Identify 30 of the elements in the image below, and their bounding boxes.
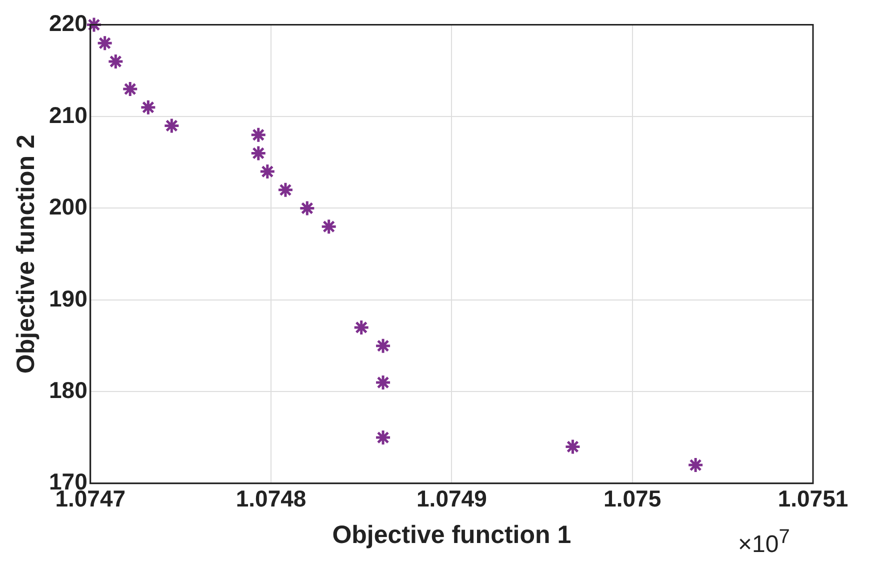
point (298, 200, 316, 216)
y-tick-label: 190 (49, 285, 88, 312)
y-axis-title: Objective function 2 (12, 134, 40, 374)
y-tick-label: 210 (49, 102, 88, 128)
point (250, 144, 267, 162)
y-tick-label: 180 (49, 377, 88, 404)
x-tick-label: 1.075 (604, 486, 662, 512)
y-tick-label: 200 (49, 194, 88, 220)
point (320, 218, 338, 235)
point (163, 117, 180, 134)
x-tick-label: 1.0748 (236, 486, 306, 512)
point (277, 182, 294, 198)
point (687, 456, 704, 474)
point (122, 80, 138, 98)
y-tick-label: 220 (49, 10, 88, 36)
point (107, 53, 124, 70)
point (564, 438, 581, 455)
x-tick-label: 1.0749 (416, 486, 487, 512)
point (86, 16, 102, 34)
point (259, 163, 276, 180)
point (374, 429, 392, 446)
point (374, 374, 392, 391)
point (96, 34, 114, 52)
text: ×10$^{7}$ (738, 526, 790, 559)
point (140, 99, 156, 116)
point (353, 319, 370, 336)
point (250, 126, 267, 144)
x-axis-title: Objective function 1 (332, 520, 572, 549)
point (374, 338, 392, 354)
x-tick-label: 1.0751 (778, 486, 848, 512)
